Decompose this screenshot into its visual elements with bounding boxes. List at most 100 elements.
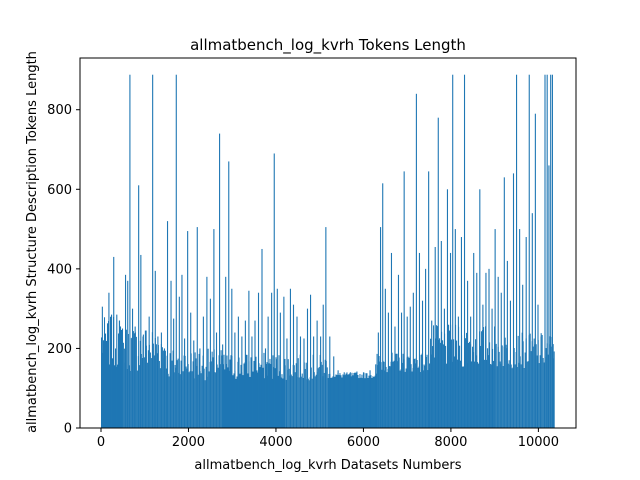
bar-spike: [384, 288, 386, 428]
bar-baseline: [161, 347, 163, 428]
bar-baseline: [462, 366, 464, 428]
bar-baseline: [277, 375, 279, 428]
chart-title: allmatbench_log_kvrh Tokens Length: [190, 36, 466, 55]
bar-baseline: [189, 370, 191, 428]
bar-baseline: [499, 361, 501, 428]
bar-baseline: [250, 357, 252, 428]
bar-baseline: [305, 362, 307, 428]
bar-baseline: [374, 375, 376, 428]
bar-baseline: [240, 364, 242, 428]
bar-baseline: [429, 363, 431, 428]
bar-baseline: [212, 357, 214, 428]
bar-baseline: [323, 372, 325, 428]
bar-spike: [310, 294, 312, 428]
bar-baseline: [339, 373, 341, 428]
bar-baseline: [529, 333, 531, 428]
bar-baseline: [136, 370, 138, 428]
bar-spike: [296, 316, 298, 428]
bar-baseline: [527, 361, 529, 428]
bar-spike: [548, 165, 550, 429]
bar-baseline: [357, 375, 359, 428]
bar-spike: [129, 74, 131, 429]
bar-baseline: [180, 360, 182, 428]
bar-baseline: [291, 376, 293, 428]
bar-spike: [175, 74, 177, 429]
bar-spike: [437, 117, 439, 429]
bar-baseline: [310, 367, 312, 428]
bar-spike: [500, 292, 502, 428]
bar-baseline: [526, 361, 528, 428]
bar-baseline: [141, 358, 143, 428]
bar-spike: [406, 316, 408, 428]
bar-spike: [134, 326, 136, 428]
bar-baseline: [346, 372, 348, 428]
bar-spike: [509, 300, 511, 428]
bar-baseline: [514, 364, 516, 428]
bar-spike: [377, 332, 379, 428]
bar-baseline: [327, 378, 329, 428]
bar-spike: [276, 288, 278, 428]
bar-baseline: [143, 357, 145, 428]
bar-baseline: [383, 361, 385, 428]
bar-baseline: [281, 374, 283, 428]
bar-spike: [237, 316, 239, 428]
bar-spike: [497, 276, 499, 428]
bar-baseline: [439, 338, 441, 428]
bar-baseline: [195, 358, 197, 428]
bar-baseline: [413, 358, 415, 428]
bar-baseline: [341, 377, 343, 428]
bar-baseline: [359, 374, 361, 428]
bar-spike: [108, 292, 110, 428]
bar-baseline: [419, 372, 421, 428]
bar-baseline: [501, 345, 503, 428]
bar-baseline: [543, 362, 545, 428]
bar-spike: [457, 316, 459, 428]
bar-baseline: [138, 365, 140, 428]
bar-baseline: [162, 350, 164, 428]
bar-baseline: [505, 344, 507, 428]
bar-baseline: [288, 368, 290, 428]
bar-spike: [440, 241, 442, 428]
bar-spike: [546, 74, 548, 429]
bar-baseline: [502, 365, 504, 428]
bar-baseline: [340, 375, 342, 428]
bar-spike: [379, 227, 382, 428]
bar-baseline: [269, 358, 271, 428]
bar-baseline: [545, 348, 547, 428]
bar-spike: [215, 332, 218, 428]
bar-baseline: [510, 364, 512, 428]
bar-spike: [485, 272, 487, 428]
bar-spike: [101, 306, 103, 428]
bar-baseline: [347, 374, 349, 428]
bar-spike: [528, 74, 530, 429]
bar-baseline: [457, 359, 459, 428]
bar-baseline: [516, 367, 518, 428]
bar-baseline: [465, 338, 467, 428]
bar-baseline: [230, 355, 232, 428]
bar-baseline: [386, 372, 388, 428]
bar-spike: [225, 276, 227, 428]
bar-spike: [512, 173, 515, 428]
bar-spike: [181, 274, 183, 428]
bar-spike: [157, 336, 159, 428]
bar-baseline: [332, 376, 334, 428]
bar-spike: [187, 231, 189, 428]
bar-baseline: [471, 361, 473, 428]
bar-spike: [446, 189, 449, 428]
bar-spike: [121, 328, 124, 428]
bar-baseline: [125, 329, 127, 428]
bar-spike: [434, 246, 436, 428]
bar-baseline: [443, 344, 445, 428]
bar-baseline: [284, 365, 286, 428]
bar-baseline: [498, 351, 500, 428]
bar-spike: [553, 358, 555, 428]
bar-spike: [113, 256, 115, 428]
bar-spike: [329, 336, 331, 428]
bar-baseline: [389, 366, 391, 428]
bar-spike: [403, 171, 405, 428]
bar-baseline: [478, 363, 480, 428]
bar-baseline: [538, 363, 540, 428]
bar-baseline: [211, 351, 213, 428]
bar-baseline: [223, 354, 225, 428]
bar-baseline: [371, 377, 373, 428]
